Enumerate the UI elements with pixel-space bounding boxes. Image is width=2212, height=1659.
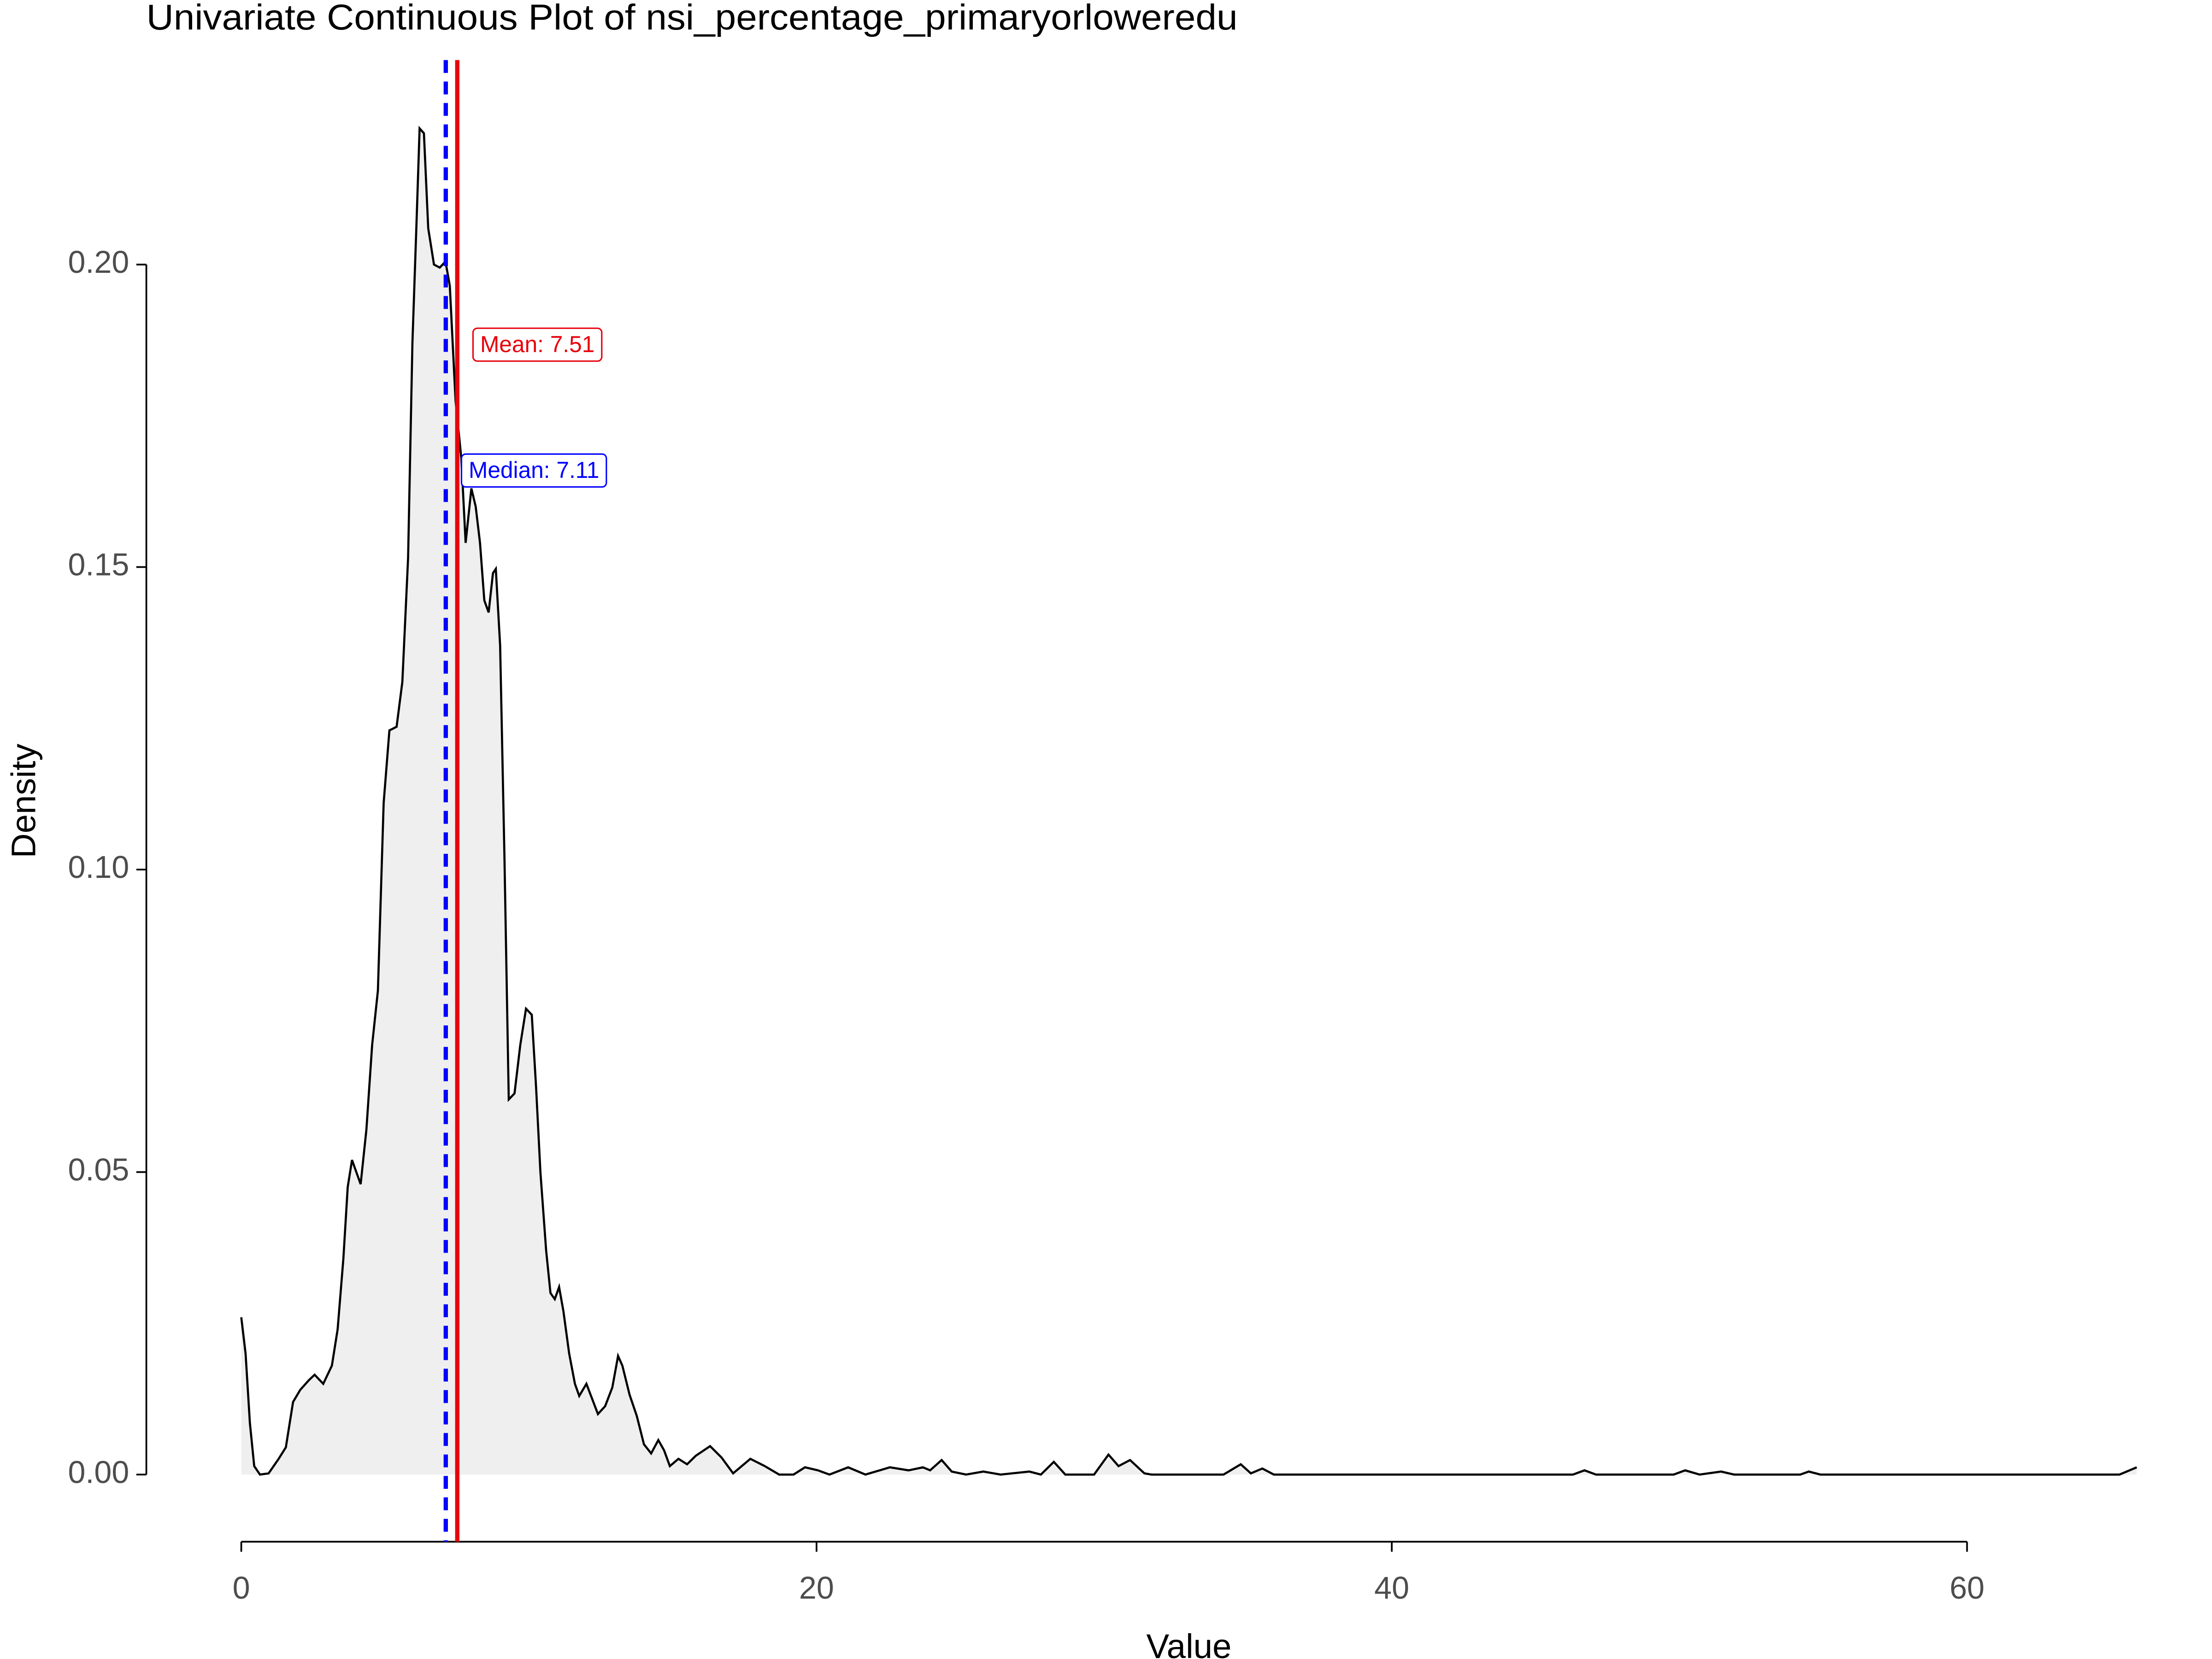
median-label: Median: 7.11 [469, 457, 599, 483]
median-label-group: Median: 7.11 [460, 453, 607, 488]
y-tick-label: 0.15 [68, 547, 129, 582]
density-line [240, 125, 2137, 1476]
x-tick-label: 40 [1374, 1571, 1409, 1606]
mean-label: Mean: 7.51 [480, 331, 594, 357]
y-tick-label: 0.20 [68, 245, 129, 280]
density-area [241, 128, 2137, 1475]
chart-title: Univariate Continuous Plot of nsi_percen… [147, 0, 1238, 37]
x-tick-label: 20 [799, 1571, 834, 1606]
y-tick-label: 0.00 [68, 1455, 129, 1490]
median-label-box [460, 453, 607, 488]
x-tick-label: 60 [1949, 1571, 1984, 1606]
mean-label-box [472, 327, 603, 362]
x-tick-label: 0 [233, 1571, 250, 1606]
mean-label-group: Mean: 7.51 [472, 327, 603, 362]
y-axis-title: Density [5, 743, 43, 858]
x-axis-title: Value [1147, 1627, 1232, 1659]
y-tick-label: 0.10 [68, 850, 129, 885]
y-tick-label: 0.05 [68, 1152, 129, 1187]
